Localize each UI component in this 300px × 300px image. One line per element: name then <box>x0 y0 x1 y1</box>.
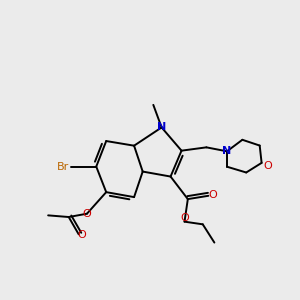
Text: O: O <box>208 190 217 200</box>
Text: O: O <box>82 209 91 219</box>
Text: O: O <box>263 160 272 170</box>
Text: O: O <box>181 213 190 223</box>
Text: O: O <box>78 230 86 240</box>
Text: N: N <box>222 146 232 156</box>
Text: N: N <box>157 122 166 132</box>
Text: Br: Br <box>56 162 69 172</box>
